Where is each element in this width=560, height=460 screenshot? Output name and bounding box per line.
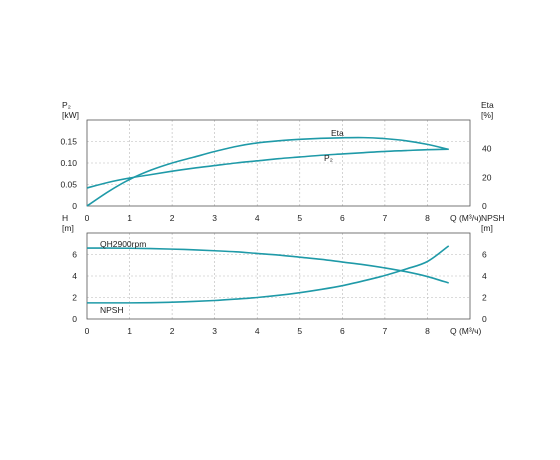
y-axis-unit-left: [kW] (62, 110, 79, 120)
plot-frame (86, 119, 471, 207)
x-tick-label: 8 (425, 213, 430, 223)
x-tick-label: 0 (85, 326, 90, 336)
y-tick-label-left: 6 (72, 250, 77, 260)
series-line-eta (86, 136, 449, 207)
x-tick-label: 2 (170, 326, 175, 336)
y-tick-label-left: 0.05 (60, 180, 77, 190)
y-tick-label-left: 4 (72, 271, 77, 281)
y-axis-title-right: NPSH (481, 213, 505, 223)
y-tick-label-right: 20 (482, 172, 492, 182)
y-axis-title-right: Eta (481, 100, 494, 110)
series-label-npsh: NPSH (100, 305, 124, 315)
x-tick-label: 4 (255, 326, 260, 336)
y-tick-label-right: 40 (482, 144, 492, 154)
series-line-npsh (86, 245, 450, 304)
x-tick-label: 0 (85, 213, 90, 223)
series-line-p (86, 148, 449, 189)
y-tick-label-right: 0 (482, 314, 487, 324)
panel-1 (86, 119, 471, 207)
x-axis-title: Q (M³/ч) (450, 213, 482, 223)
plot-frame (86, 232, 471, 320)
x-tick-label: 5 (297, 213, 302, 223)
series-line-qh2900rpm (86, 247, 449, 284)
x-tick-label: 3 (212, 326, 217, 336)
y-tick-label-left: 0 (72, 314, 77, 324)
x-tick-label: 4 (255, 213, 260, 223)
y-tick-label-left: 0.15 (60, 137, 77, 147)
x-tick-label: 5 (297, 326, 302, 336)
x-tick-label: 7 (383, 326, 388, 336)
y-tick-label-left: 2 (72, 293, 77, 303)
y-axis-title-left: H (62, 213, 68, 223)
y-tick-label-left: 0.10 (60, 158, 77, 168)
x-axis-title: Q (M³/ч) (450, 326, 482, 336)
y-axis-title-left: P₂ (62, 100, 71, 110)
series-label-eta: Eta (331, 128, 344, 138)
series-label-qh2900rpm: QH2900rpm (100, 239, 146, 249)
y-tick-label-right: 0 (482, 201, 487, 211)
series-label-p: P₂ (324, 153, 333, 163)
x-tick-label: 7 (383, 213, 388, 223)
x-tick-label: 3 (212, 213, 217, 223)
x-tick-label: 1 (127, 213, 132, 223)
x-tick-label: 6 (340, 326, 345, 336)
y-tick-label-right: 2 (482, 293, 487, 303)
y-tick-label-right: 4 (482, 271, 487, 281)
y-tick-label-left: 0 (72, 201, 77, 211)
y-tick-label-right: 6 (482, 250, 487, 260)
x-tick-label: 2 (170, 213, 175, 223)
x-tick-label: 1 (127, 326, 132, 336)
panel-2 (86, 232, 471, 320)
y-axis-unit-left: [m] (62, 223, 74, 233)
y-axis-unit-right: [%] (481, 110, 493, 120)
y-axis-unit-right: [m] (481, 223, 493, 233)
x-tick-label: 6 (340, 213, 345, 223)
x-tick-label: 8 (425, 326, 430, 336)
